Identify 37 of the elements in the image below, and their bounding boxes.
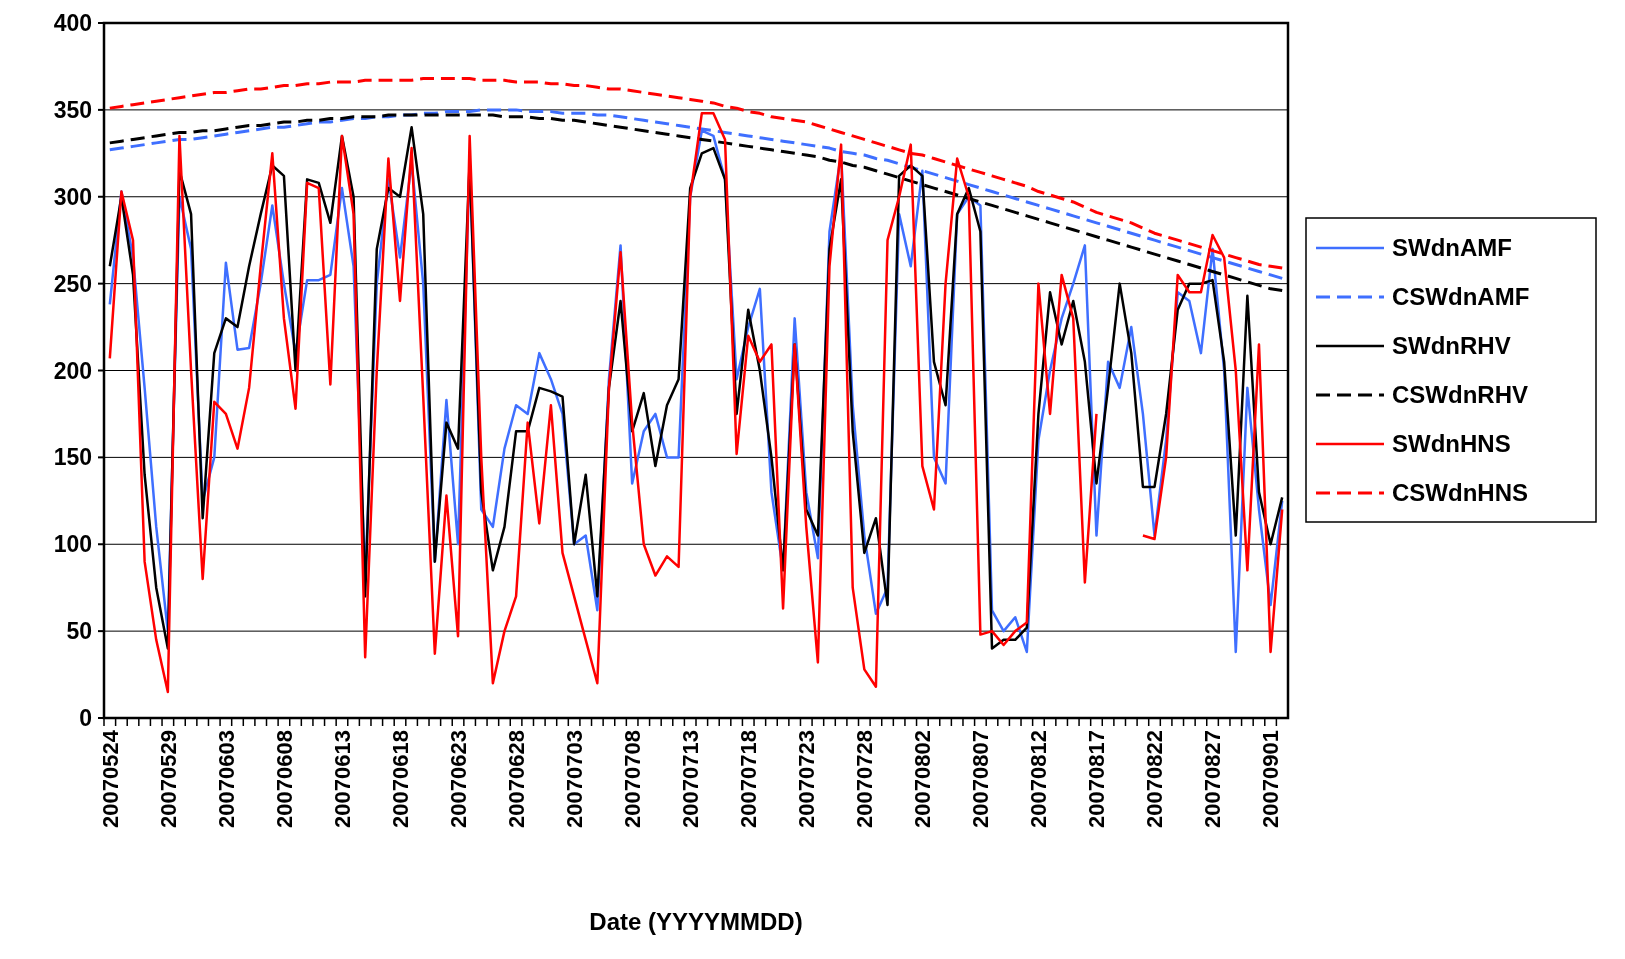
x-tick-label: 20070713 (677, 730, 703, 828)
x-tick-label: 20070603 (213, 730, 239, 828)
x-axis-title: Date (YYYYMMDD) (589, 908, 803, 935)
x-tick-label: 20070817 (1084, 730, 1110, 828)
x-tick-label: 20070623 (445, 730, 471, 828)
y-tick-label: 350 (53, 96, 92, 123)
x-tick-label: 20070608 (271, 730, 297, 828)
x-tick-label: 20070613 (329, 730, 355, 828)
y-tick-label: 0 (79, 705, 92, 732)
x-tick-label: 20070628 (503, 730, 529, 828)
x-tick-label: 20070529 (155, 730, 181, 828)
y-tick-label: 250 (53, 270, 92, 297)
x-tick-label: 20070802 (910, 730, 936, 828)
x-tick-label: 20070901 (1258, 730, 1284, 828)
x-tick-label: 20070708 (619, 730, 645, 828)
x-tick-label: 20070812 (1026, 730, 1052, 828)
x-tick-label: 20070728 (852, 730, 878, 828)
legend-label: CSWdnHNS (1392, 479, 1528, 507)
x-tick-label: 20070718 (735, 730, 761, 828)
y-tick-label: 400 (53, 10, 92, 37)
x-tick-label: 20070807 (968, 730, 994, 828)
y-tick-label: 50 (66, 618, 92, 645)
y-tick-label: 300 (53, 183, 92, 210)
legend-label: SWdnHNS (1392, 430, 1511, 458)
x-tick-label: 20070703 (561, 730, 587, 828)
x-tick-label: 20070618 (387, 730, 413, 828)
legend-label: CSWdnRHV (1392, 381, 1528, 409)
legend-label: SWdnRHV (1392, 332, 1511, 360)
y-tick-label: 200 (53, 357, 92, 384)
x-tick-label: 20070524 (97, 729, 123, 828)
x-tick-label: 20070827 (1200, 730, 1226, 828)
legend-label: CSWdnAMF (1392, 283, 1530, 311)
y-tick-label: 100 (53, 531, 92, 558)
legend-label: SWdnAMF (1392, 234, 1512, 262)
x-tick-label: 20070723 (793, 730, 819, 828)
y-tick-label: 150 (53, 444, 92, 471)
x-tick-label: 20070822 (1142, 730, 1168, 828)
